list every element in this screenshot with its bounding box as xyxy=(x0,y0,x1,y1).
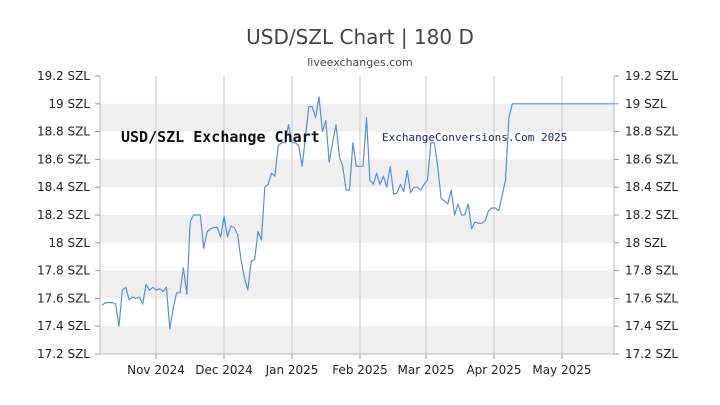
y-tick-label-right: 18.8 SZL xyxy=(625,125,678,139)
annotation-left: USD/SZL Exchange Chart xyxy=(121,128,320,146)
series-group xyxy=(101,96,614,330)
y-axis-left-labels: 17.2 SZL 17.4 SZL 17.6 SZL 17.8 SZL 18 SZL 18… xyxy=(37,69,90,361)
x-tick-label: Apr 2025 xyxy=(466,363,521,377)
grid-band xyxy=(100,215,614,243)
y-tick-label-left: 17.8 SZL xyxy=(37,264,90,278)
x-tick-label: Dec 2024 xyxy=(195,363,253,377)
y-tick-label-left: 17.6 SZL xyxy=(37,291,90,305)
y-tick-label-left: 19.2 SZL xyxy=(37,69,90,83)
x-tick-label: May 2025 xyxy=(532,363,591,377)
grid-band xyxy=(100,103,614,132)
y-tick-label-right: 17.8 SZL xyxy=(625,264,678,278)
y-tick-label-left: 18.4 SZL xyxy=(37,180,90,194)
grid-band xyxy=(100,270,614,299)
y-tick-label-left: 17.2 SZL xyxy=(37,347,90,361)
y-tick-label-left: 18.8 SZL xyxy=(37,125,90,139)
y-tick-label-right: 19 SZL xyxy=(625,97,667,111)
y-tick-label-right: 18 SZL xyxy=(625,236,667,250)
series-line xyxy=(101,96,614,330)
chart-subtitle: liveexchanges.com xyxy=(307,56,413,69)
y-tick-label-left: 17.4 SZL xyxy=(37,319,90,333)
y-tick-label-right: 18.2 SZL xyxy=(625,208,678,222)
y-tick-label-left: 18.6 SZL xyxy=(37,152,90,166)
y-tick-label-left: 18 SZL xyxy=(48,236,90,250)
y-tick-label-right: 18.4 SZL xyxy=(625,180,678,194)
grid-band xyxy=(100,326,614,354)
y-axis-right-labels: 17.2 SZL 17.4 SZL 17.6 SZL 17.8 SZL 18 SZL 18… xyxy=(625,69,678,361)
x-tick-label: Nov 2024 xyxy=(127,363,185,377)
y-tick-label-left: 19 SZL xyxy=(48,97,90,111)
y-tick-label-right: 19.2 SZL xyxy=(625,69,678,83)
axes xyxy=(95,75,619,359)
y-tick-label-right: 17.2 SZL xyxy=(625,347,678,361)
x-axis-labels: Nov 2024 Dec 2024 Jan 2025 Feb 2025 Mar 2025… xyxy=(127,363,591,377)
y-tick-label-right: 18.6 SZL xyxy=(625,152,678,166)
y-tick-label-left: 18.2 SZL xyxy=(37,208,90,222)
chart-title: USD/SZL Chart | 180 D xyxy=(246,25,474,49)
vertical-gridlines xyxy=(155,76,563,354)
annotation-right: ExchangeConversions.Com 2025 xyxy=(382,131,567,144)
x-tick-label: Jan 2025 xyxy=(265,363,319,377)
x-tick-label: Feb 2025 xyxy=(332,363,388,377)
y-tick-label-right: 17.6 SZL xyxy=(625,291,678,305)
x-tick-label: Mar 2025 xyxy=(398,363,455,377)
y-tick-label-right: 17.4 SZL xyxy=(625,319,678,333)
grid-band xyxy=(100,159,614,188)
alternating-bands xyxy=(100,103,614,354)
